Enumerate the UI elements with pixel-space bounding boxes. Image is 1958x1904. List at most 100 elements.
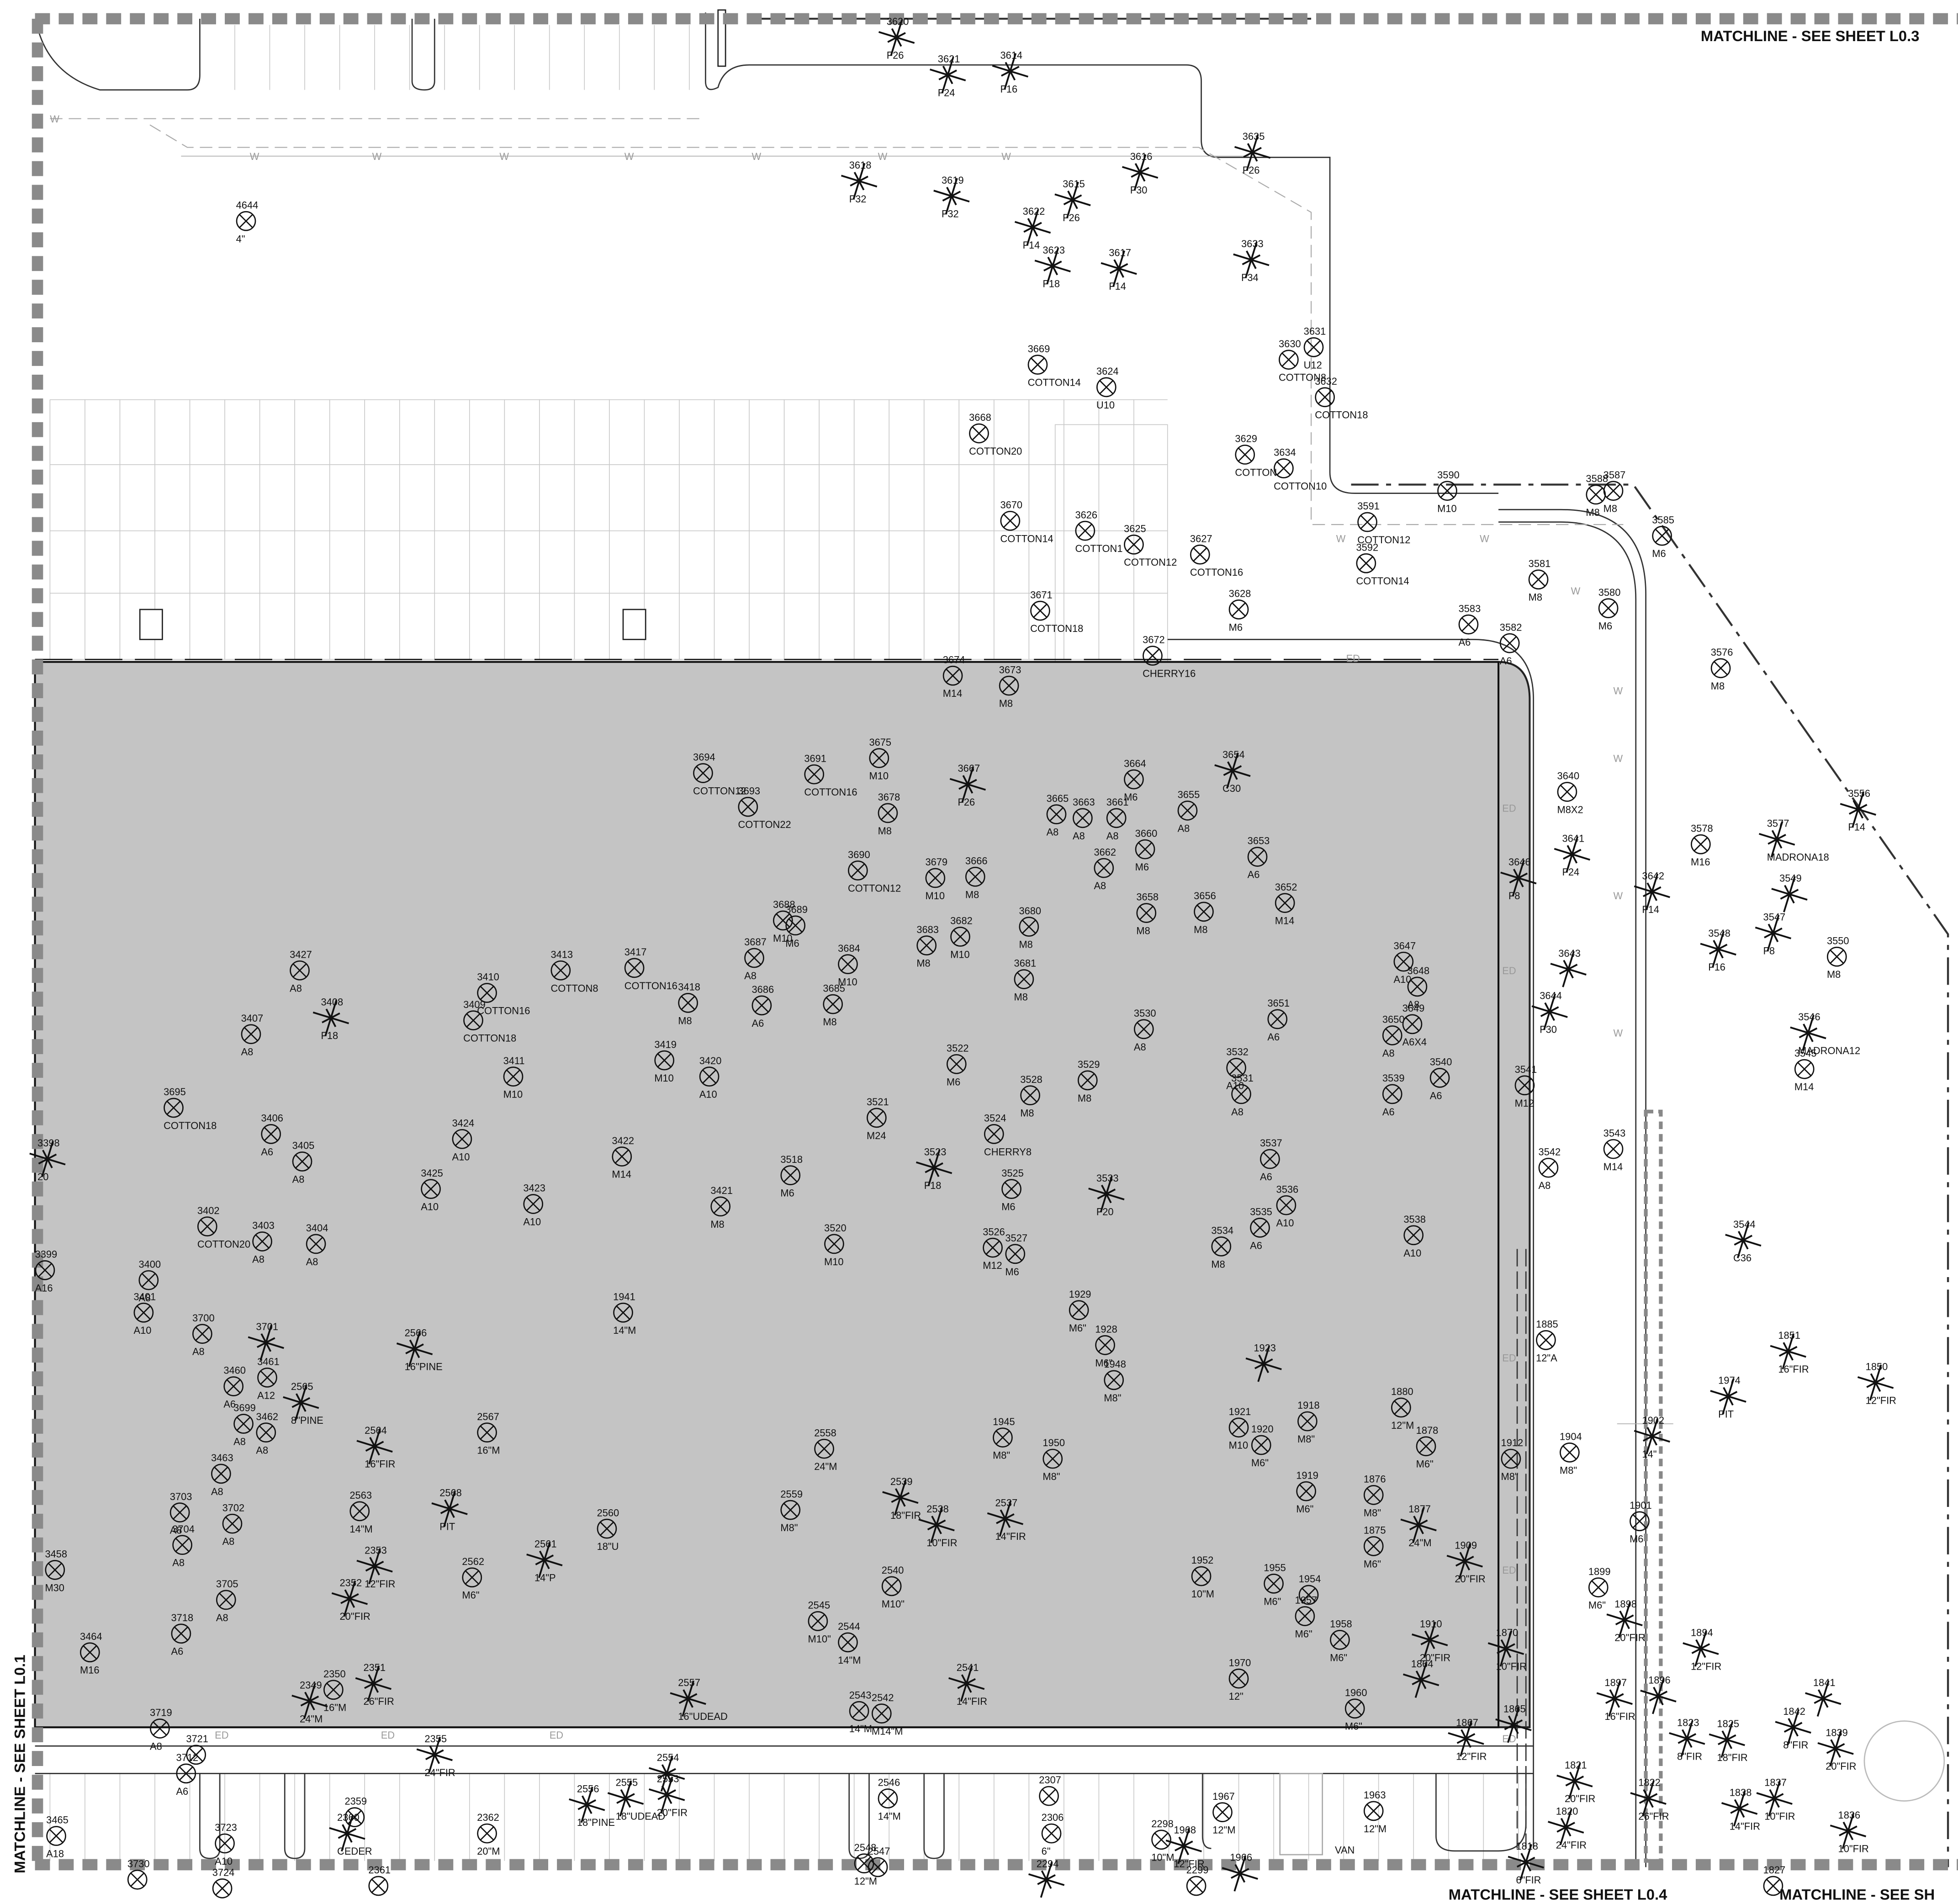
deciduous-cross — [259, 1425, 273, 1440]
tree-id: 2359 — [344, 1796, 367, 1807]
conifer-symbol — [1233, 241, 1270, 278]
tree: 3407 A8 — [241, 1013, 263, 1058]
deciduous-symbol — [421, 1179, 441, 1199]
tree-id: 3418 — [678, 981, 700, 993]
conifer-symbol — [1550, 951, 1587, 987]
tree-id: 2299 — [1186, 1864, 1209, 1876]
conifer-symbol — [1775, 1709, 1811, 1745]
tree: 3523 F18 — [915, 1146, 953, 1191]
deciduous-cross — [1263, 1152, 1277, 1167]
tree-id: 3411 — [503, 1055, 525, 1066]
water-label: W — [1614, 685, 1623, 697]
tree: 1818 6"FIR — [1508, 1840, 1544, 1886]
tree-size: A8 — [290, 982, 302, 994]
tree-id: 3521 — [867, 1096, 889, 1108]
tree: 3537 A6 — [1260, 1137, 1282, 1183]
tree: 3583 A6 — [1458, 603, 1481, 648]
tree-size: A8 — [1047, 827, 1059, 838]
building-core — [34, 661, 1500, 1729]
tree: 3626 COTTON1 — [1075, 509, 1122, 554]
tree-size: M14 — [943, 688, 963, 699]
tree-size: CHERRY16 — [1143, 668, 1196, 679]
tree: 3723 A10 — [215, 1822, 237, 1867]
deciduous-cross — [1080, 1073, 1095, 1087]
tree-id: 1821 — [1565, 1759, 1587, 1771]
deciduous-cross — [1180, 803, 1195, 818]
tree: 1822 26"FIR — [1630, 1777, 1669, 1822]
tree-size: 12" — [1229, 1691, 1244, 1702]
tree: 3652 M14 — [1275, 881, 1297, 927]
deciduous-cross — [871, 1860, 885, 1874]
matchline-label: MATCHLINE - SEE SHEET L0.1 — [11, 1655, 28, 1873]
tree-id: 3549 — [1779, 873, 1802, 884]
tree-size: A8 — [256, 1445, 268, 1456]
deciduous-symbol — [1538, 1157, 1559, 1178]
tree-size: M12 — [1515, 1098, 1535, 1109]
deciduous-cross — [173, 1505, 187, 1520]
deciduous-cross — [83, 1645, 97, 1660]
tree: 1875 M6" — [1364, 1525, 1386, 1570]
tree-size: A8 — [1134, 1041, 1146, 1053]
deciduous-cross — [1601, 601, 1616, 615]
deciduous-cross — [851, 863, 865, 878]
fence — [1516, 1249, 1527, 1849]
tree-id: 1867 — [1456, 1717, 1478, 1728]
deciduous-cross — [702, 1069, 717, 1084]
tree: 3420 A10 — [699, 1055, 722, 1100]
tree-id: 2361 — [368, 1864, 391, 1876]
tree: 3681 M8 — [1014, 958, 1037, 1003]
property-line — [1351, 483, 1949, 1867]
tree-size: A8 — [192, 1346, 205, 1358]
tree-id: 3538 — [1403, 1214, 1426, 1225]
tree-id: 1948 — [1104, 1358, 1126, 1370]
tree-id: 3664 — [1124, 758, 1146, 769]
tree-id: 3581 — [1529, 558, 1551, 569]
tree: 3627 COTTON16 — [1190, 533, 1243, 578]
tree-size: A8 — [211, 1486, 223, 1497]
conifer-symbol — [1596, 1680, 1633, 1717]
tree: 3534 M8 — [1211, 1225, 1233, 1270]
tree-id: 3690 — [848, 849, 870, 860]
tree-id: 2545 — [808, 1600, 831, 1611]
tree: 2556 18"PINE — [569, 1783, 615, 1828]
tree-size: A8 — [170, 1525, 182, 1536]
tree-size: COTTON16 — [1190, 567, 1243, 578]
tree-id: 1968 — [1174, 1824, 1196, 1836]
tree-id: 1825 — [1717, 1718, 1739, 1729]
tree-id: 3635 — [1243, 131, 1265, 142]
conifer-symbol — [312, 1000, 349, 1036]
deciduous-cross — [1366, 1803, 1381, 1818]
tree-id: 3624 — [1096, 366, 1119, 377]
tree-id: 3518 — [780, 1154, 803, 1165]
tree-id: 1898 — [1614, 1598, 1637, 1610]
tree-size: 14"M — [878, 1810, 901, 1822]
tree: 3695 COTTON18 — [164, 1086, 217, 1131]
deciduous-cross — [1049, 807, 1064, 822]
tree-id: 3695 — [164, 1086, 186, 1098]
tree: 1820 24"FIR — [1548, 1806, 1587, 1851]
deciduous-cross — [255, 1234, 270, 1249]
deciduous-symbol — [693, 763, 713, 783]
tree: 3591 COTTON12 — [1357, 500, 1410, 546]
tree: 3401 A10 — [134, 1291, 156, 1336]
tree: 3463 A8 — [211, 1452, 233, 1497]
tree-id: 2556 — [577, 1783, 599, 1794]
deciduous-symbol — [290, 960, 310, 981]
tree: 1920 M6" — [1251, 1423, 1274, 1469]
tree-size: M10" — [882, 1598, 905, 1610]
tree: 3542 A8 — [1538, 1146, 1561, 1191]
tree-id: 1955 — [1264, 1562, 1286, 1574]
tree: 1928 M6" — [1095, 1323, 1117, 1368]
deciduous-cross — [1139, 906, 1154, 920]
tree: 3679 M10 — [925, 856, 947, 902]
tree-size: A10 — [452, 1151, 470, 1162]
deciduous-cross — [174, 1626, 188, 1641]
tree: 1910 20"FIR — [1412, 1618, 1450, 1663]
deciduous-symbol — [738, 796, 758, 817]
water-label: W — [50, 113, 59, 125]
tree-size: M6 — [1001, 1201, 1015, 1213]
tree: 3550 M8 — [1826, 935, 1849, 980]
tree: 3577 MADRONA18 — [1758, 817, 1829, 863]
tree: 2540 M10" — [881, 1565, 905, 1610]
tree-id: 1876 — [1364, 1473, 1386, 1485]
